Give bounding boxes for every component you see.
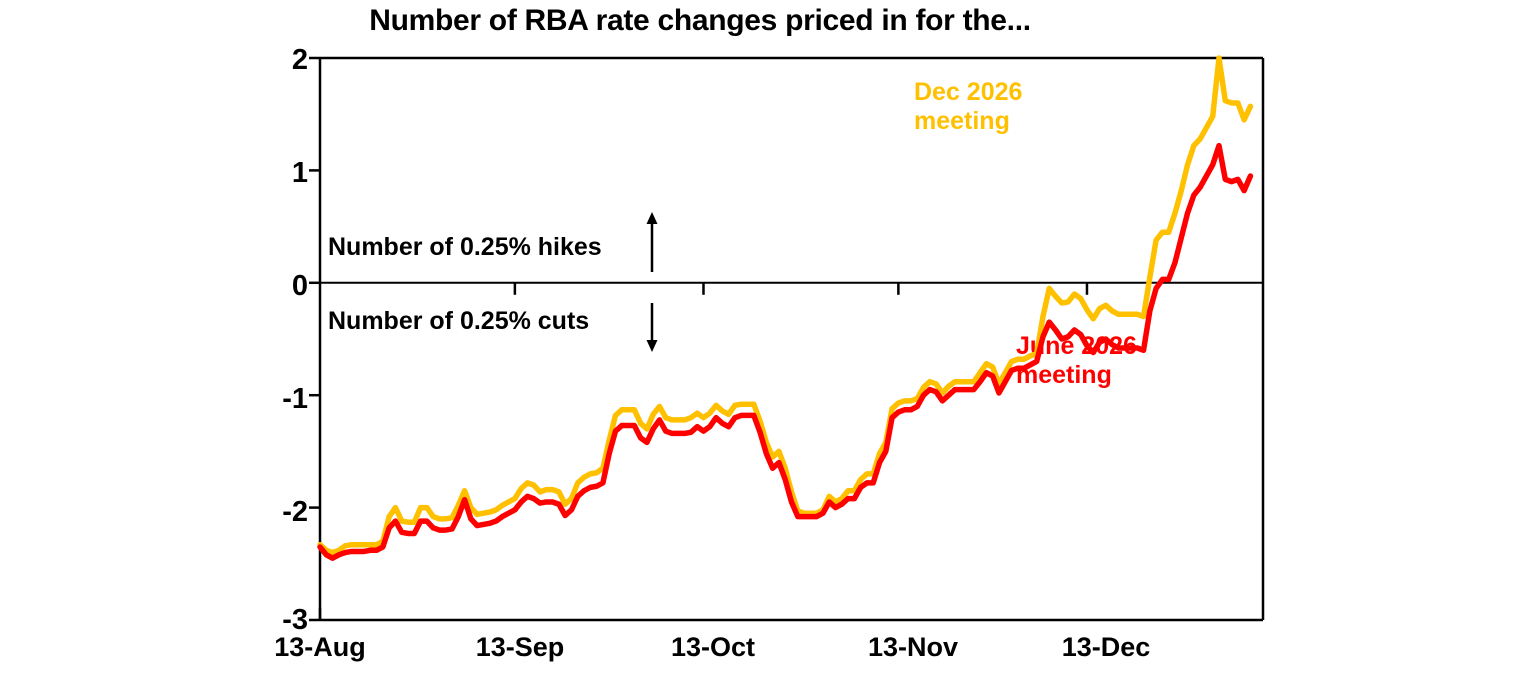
y-tick-label: 0: [291, 270, 308, 302]
x-tick-label: 13-Dec: [1061, 632, 1151, 662]
hikes-annotation: Number of 0.25% hikes: [328, 233, 602, 261]
x-tick-label: 13-Sep: [475, 632, 565, 662]
y-tick-label: 1: [291, 157, 308, 189]
x-tick-label: 13-Oct: [670, 632, 756, 662]
tick-marks: [309, 56, 1089, 622]
y-tick-label: -3: [282, 604, 308, 636]
down-arrow-icon: [646, 340, 658, 352]
series-line-dec-2026: [317, 55, 1254, 556]
y-tick-label: 2: [291, 44, 308, 76]
annotation-arrows: [646, 212, 658, 352]
series-line-june-2026: [317, 142, 1254, 561]
axes-group: [318, 56, 1265, 622]
x-tick-label: 13-Nov: [867, 632, 959, 662]
series-label-dec-2026: Dec 2026 meeting: [914, 78, 1023, 135]
y-tick-label: -2: [282, 496, 308, 528]
chart-title: Number of RBA rate changes priced in for…: [369, 4, 1031, 37]
cuts-annotation: Number of 0.25% cuts: [328, 307, 590, 335]
up-arrow-icon: [646, 212, 658, 224]
x-tick-label: 13-Aug: [274, 632, 366, 662]
y-tick-label: -1: [282, 383, 308, 415]
